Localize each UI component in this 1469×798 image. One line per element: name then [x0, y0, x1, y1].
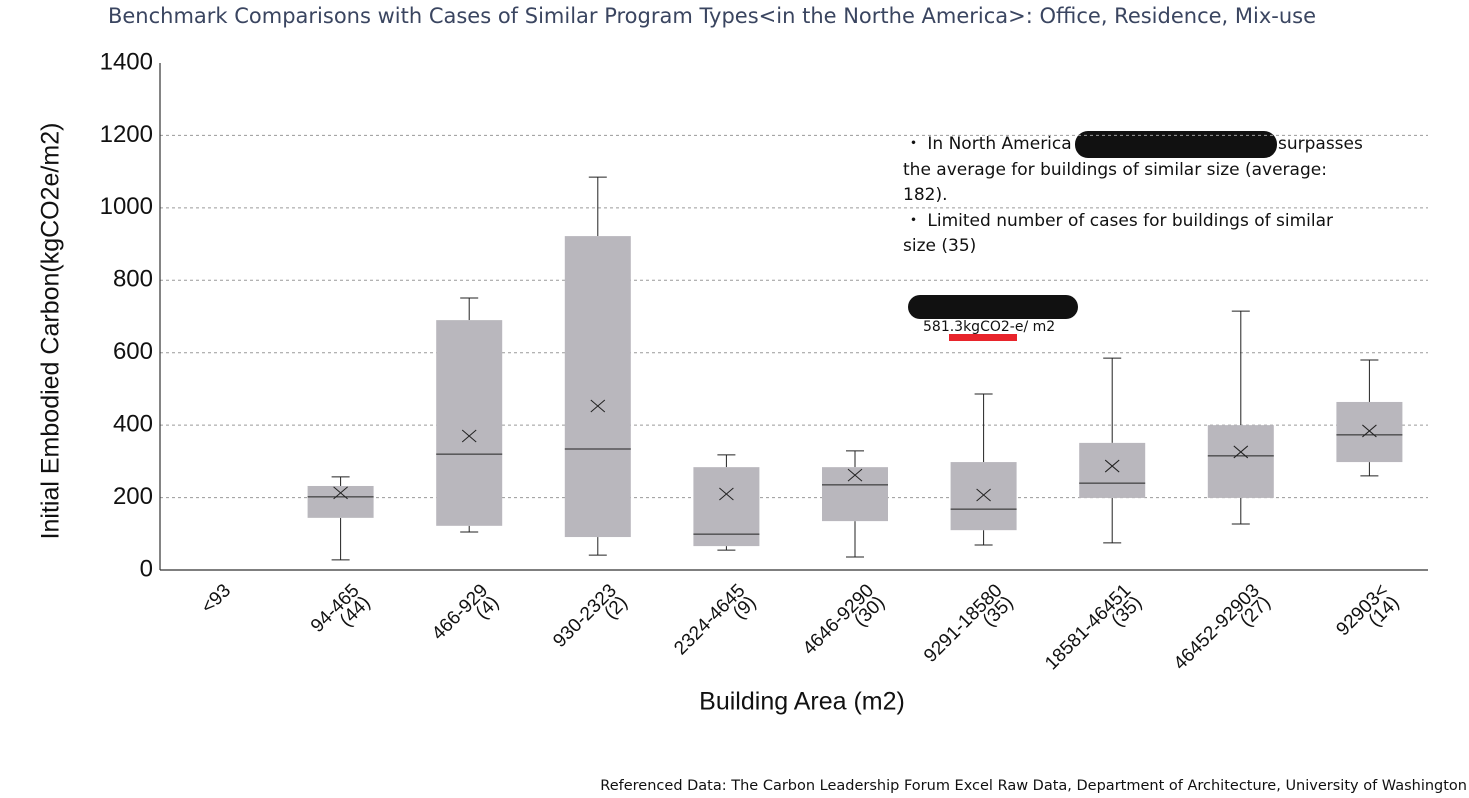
box [1336, 401, 1403, 463]
x-tick-label: <93 [197, 580, 235, 618]
x-tick-label: 2324-4645 [670, 580, 749, 659]
box [693, 467, 760, 547]
y-tick-label: 0 [140, 555, 153, 582]
note: ・ In North America [905, 134, 1072, 154]
source: Referenced Data: The Carbon Leadership F… [600, 778, 1467, 794]
mean-marker [590, 399, 606, 413]
mean-marker [976, 488, 991, 502]
redaction [1075, 131, 1277, 158]
callout: 581.3kgCO2-e/ m2 [923, 319, 1055, 335]
chart-title: Benchmark Comparisons with Cases of Simi… [108, 4, 1316, 28]
y-tick-label: 600 [113, 338, 153, 365]
mean-marker [1104, 459, 1120, 473]
mean-marker [1233, 445, 1249, 459]
box [950, 462, 1017, 531]
mean-marker [461, 429, 477, 443]
x-axis-title: Building Area (m2) [699, 688, 905, 716]
box [436, 320, 503, 526]
redaction [908, 295, 1078, 319]
box [822, 467, 888, 522]
y-tick-label: 200 [113, 483, 153, 510]
highlight [949, 334, 1017, 341]
y-tick-label: 1200 [100, 121, 153, 148]
mean-marker [847, 468, 863, 482]
y-tick-label: 1400 [100, 48, 153, 75]
y-tick-label: 400 [113, 410, 153, 437]
note: surpasses [1278, 134, 1363, 154]
note: the average for buildings of similar siz… [903, 160, 1327, 180]
y-tick-label: 1000 [100, 193, 153, 220]
box [1207, 425, 1274, 498]
y-axis-title: Initial Embodied Carbon(kgCO2e/m2) [37, 123, 65, 540]
box [1079, 442, 1146, 498]
mean-marker [333, 486, 348, 500]
mean-marker [719, 487, 734, 501]
note: ・ Limited number of cases for buildings … [905, 211, 1333, 231]
box [564, 236, 631, 538]
box [307, 485, 374, 518]
note: size (35) [903, 236, 976, 256]
note: 182). [903, 185, 947, 205]
y-tick-label: 800 [113, 266, 153, 293]
mean-marker [1362, 424, 1377, 438]
